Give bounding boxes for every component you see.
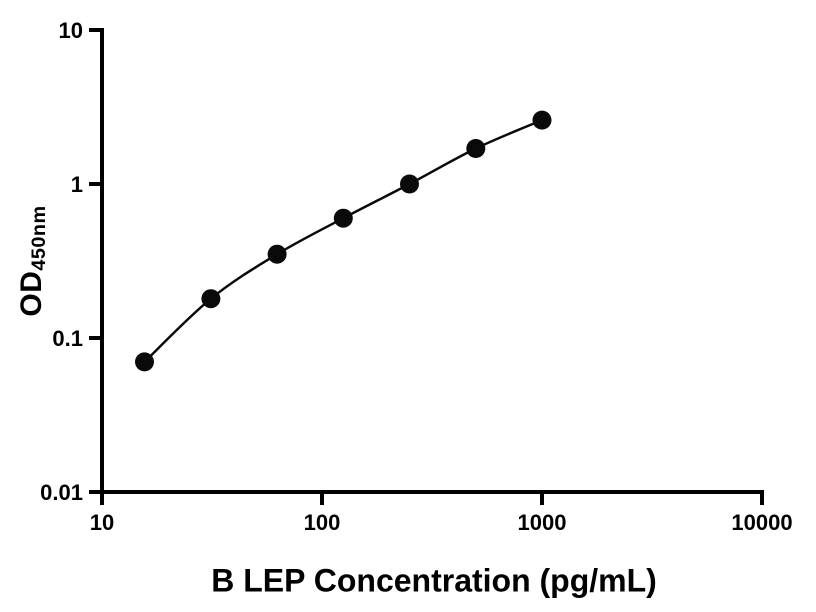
axes-spine [100,28,764,494]
x-axis-title: B LEP Concentration (pg/mL) [211,562,657,599]
y-axis-title-subscript: 450nm [27,205,50,271]
y-axis-tick-label: 1 [71,172,83,197]
y-axis-title-main: OD [15,270,49,317]
data-point-marker [135,352,154,372]
data-point-marker [400,174,419,194]
x-axis-tick-label: 10 [90,510,114,535]
x-axis-tick-label: 1000 [518,510,567,535]
data-point-marker [532,110,552,130]
data-point-marker [466,139,486,158]
data-point-marker [267,244,287,264]
y-axis-tick-label: 0.1 [52,326,83,351]
x-axis-tick-label: 10000 [731,510,792,535]
y-axis-tick-label: 0.01 [40,480,83,505]
y-axis-title: OD450nm [15,205,51,316]
x-axis-tick-label: 100 [304,510,341,535]
data-point-marker [201,289,221,309]
data-point-marker [333,208,353,228]
y-axis-tick-label: 10 [59,18,83,43]
fit-curve [143,118,543,363]
